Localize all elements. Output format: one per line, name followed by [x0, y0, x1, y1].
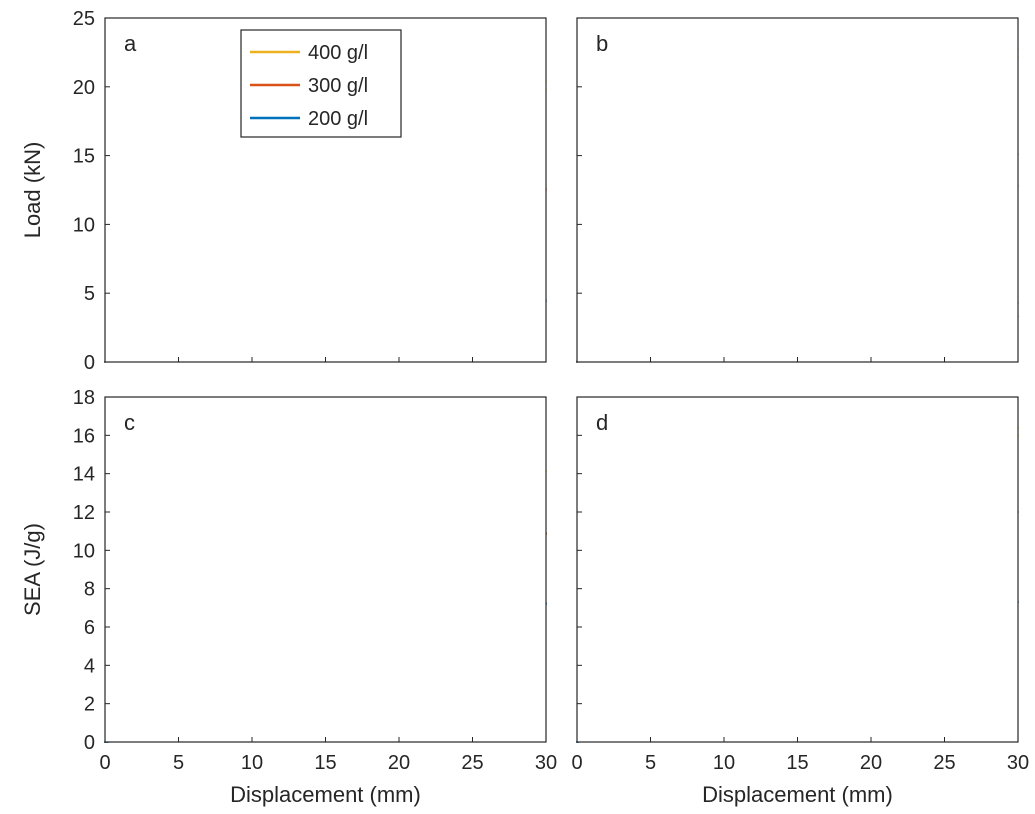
x-tick-label: 15 [314, 752, 336, 774]
x-tick-label: 0 [571, 752, 582, 774]
y-tick-label: 20 [73, 77, 95, 99]
panel-c: 0 5 10 15 20 25 30 0 2 4 6 8 10 12 14 16 18 c Displacement… [20, 387, 557, 807]
panel-letter: d [596, 410, 608, 435]
y-tick-label: 10 [73, 540, 95, 562]
y-tick-label: 4 [84, 655, 95, 677]
x-tick-label: 25 [933, 752, 955, 774]
x-tick-label: 0 [99, 752, 110, 774]
y-tick-label: 0 [84, 352, 95, 374]
y-tick-label: 18 [73, 387, 95, 409]
panel-letter: a [124, 31, 137, 56]
panel-b: b [576, 17, 1019, 363]
legend-label: 400 g/l [308, 42, 368, 64]
x-tick-label: 5 [645, 752, 656, 774]
y-tick-label: 14 [73, 464, 95, 486]
x-tick-label: 30 [1007, 752, 1029, 774]
axes-frame [576, 17, 1019, 363]
y-tick-label: 2 [84, 694, 95, 716]
y-axis-label: Load (kN) [20, 142, 45, 239]
x-tick-label: 15 [786, 752, 808, 774]
y-tick-label: 10 [73, 214, 95, 236]
panel-a: 0 5 10 15 20 25 a Load (kN) 400 g/l 300 g/l 200 g/… [20, 8, 547, 374]
x-tick-label: 5 [173, 752, 184, 774]
x-tick-label: 20 [388, 752, 410, 774]
y-axis-label: SEA (J/g) [20, 523, 45, 616]
x-tick-label: 30 [535, 752, 557, 774]
x-axis-label: Displacement (mm) [702, 782, 893, 807]
y-tick-label: 8 [84, 579, 95, 601]
panel-letter: c [124, 410, 135, 435]
y-tick-label: 6 [84, 617, 95, 639]
x-tick-label: 20 [860, 752, 882, 774]
legend-label: 300 g/l [308, 75, 368, 97]
x-tick-label: 10 [241, 752, 263, 774]
y-tick-label: 5 [84, 283, 95, 305]
panel-letter: b [596, 31, 608, 56]
y-tick-label: 16 [73, 425, 95, 447]
y-tick-label: 12 [73, 502, 95, 524]
legend: 400 g/l 300 g/l 200 g/l [240, 29, 402, 138]
y-tick-label: 25 [73, 8, 95, 30]
axes-frame [104, 396, 547, 743]
legend-label: 200 g/l [308, 108, 368, 130]
axes-frame [576, 396, 1019, 743]
panel-d: 0 5 10 15 20 25 30 d Displacement (mm) [571, 396, 1029, 807]
y-tick-label: 0 [84, 732, 95, 754]
x-axis-label: Displacement (mm) [230, 782, 421, 807]
x-tick-label: 25 [461, 752, 483, 774]
y-tick-label: 15 [73, 146, 95, 168]
x-tick-label: 10 [713, 752, 735, 774]
